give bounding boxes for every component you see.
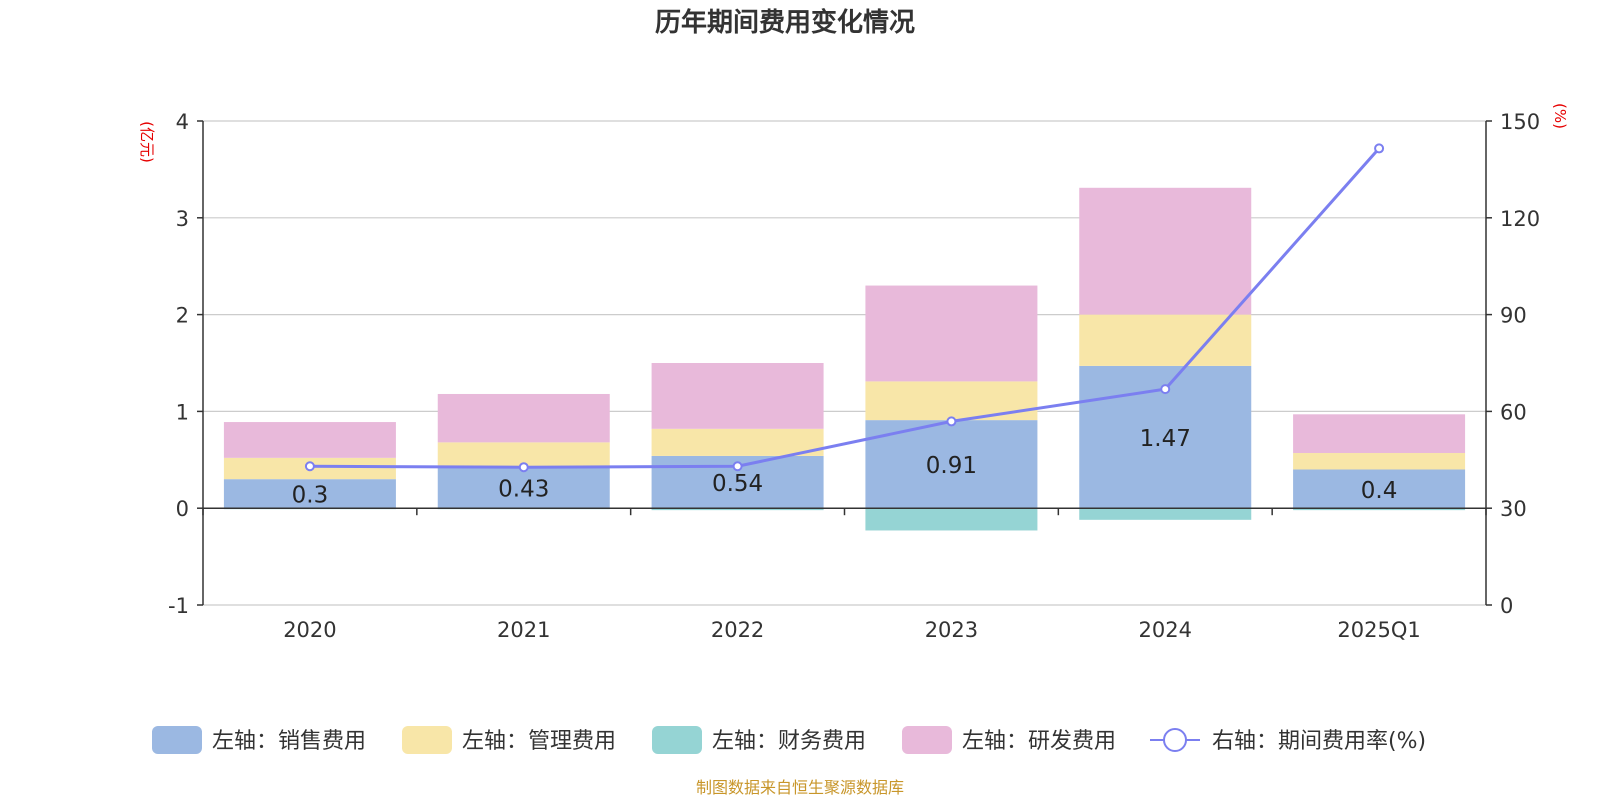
legend-label: 左轴：销售费用 [212,729,366,754]
bar-segment [651,508,824,511]
legend-marker [1163,728,1187,752]
legend-label: 左轴：研发费用 [962,729,1116,754]
chart-title: 历年期间费用变化情况 [655,7,915,38]
data-label: 0.91 [926,453,977,479]
left-tick-label: 2 [176,304,189,328]
category-label: 2024 [1139,618,1192,642]
legend-label: 右轴：期间费用率(%) [1212,729,1426,754]
right-tick-label: 120 [1500,207,1540,231]
bar-segment [651,363,824,429]
data-label: 0.4 [1361,478,1398,504]
category-label: 2025Q1 [1337,618,1420,642]
category-label: 2023 [925,618,978,642]
legend-label: 左轴：管理费用 [462,729,616,754]
rate-line-path [309,147,1381,469]
bar-segment [651,428,824,456]
left-tick-label: 0 [176,497,189,521]
bar-segment [1293,469,1466,509]
left-tick-label: 1 [176,400,189,424]
bar-segment [1293,414,1466,454]
left-tick-label: -1 [168,594,189,618]
left-tick-label: 3 [176,207,189,231]
left-axis-unit: (亿元) [138,121,156,163]
rate-point [518,462,529,473]
legend-swatch [402,726,452,754]
grid [203,120,1486,606]
right-axis-unit: (%) [1551,103,1569,129]
bar-segment [223,422,396,458]
bar-segment [437,393,610,443]
left-tick-label: 4 [176,110,189,134]
data-labels: 0.3 0.43 0.54 0.91 1.47 0.4 [292,426,1398,509]
right-tick-label: 0 [1500,594,1513,618]
category-label: 2022 [711,618,764,642]
right-tick-label: 150 [1500,110,1540,134]
right-tick-label: 60 [1500,400,1527,424]
category-label: 2020 [283,618,336,642]
legend-swatch [902,726,952,754]
bar-segment [1293,453,1466,470]
right-tick-label: 30 [1500,497,1527,521]
bar-segment [437,466,610,509]
bar-segment [1079,187,1252,315]
rate-point [732,461,743,472]
bar-segment [1293,508,1466,511]
category-label: 2021 [497,618,550,642]
bar-segment [1079,508,1252,520]
bar-segment [865,508,1038,531]
legend-swatch [652,726,702,754]
rate-point [304,461,315,472]
data-label: 0.43 [498,476,549,502]
rate-line [304,143,1385,473]
rate-point [1374,143,1385,154]
bar-segment [865,285,1038,382]
axes: -1 0 1 2 3 4 0 30 60 90 120 150 2020 2021 2022 2023 2024… [168,110,1540,642]
bar-segment [223,479,396,509]
data-label: 0.3 [292,483,329,509]
legend: 左轴：销售费用 左轴：管理费用 左轴：财务费用 左轴：研发费用 右轴：期间费用率(%) [152,726,1426,754]
bars [223,187,1466,531]
rate-point [946,416,957,427]
data-label: 0.54 [712,471,763,497]
data-label: 1.47 [1140,426,1191,452]
rate-point [1160,384,1171,395]
legend-label: 左轴：财务费用 [712,729,866,754]
source-note: 制图数据来自恒生聚源数据库 [696,778,904,797]
right-tick-label: 90 [1500,304,1527,328]
bar-segment [865,381,1038,421]
legend-swatch [152,726,202,754]
